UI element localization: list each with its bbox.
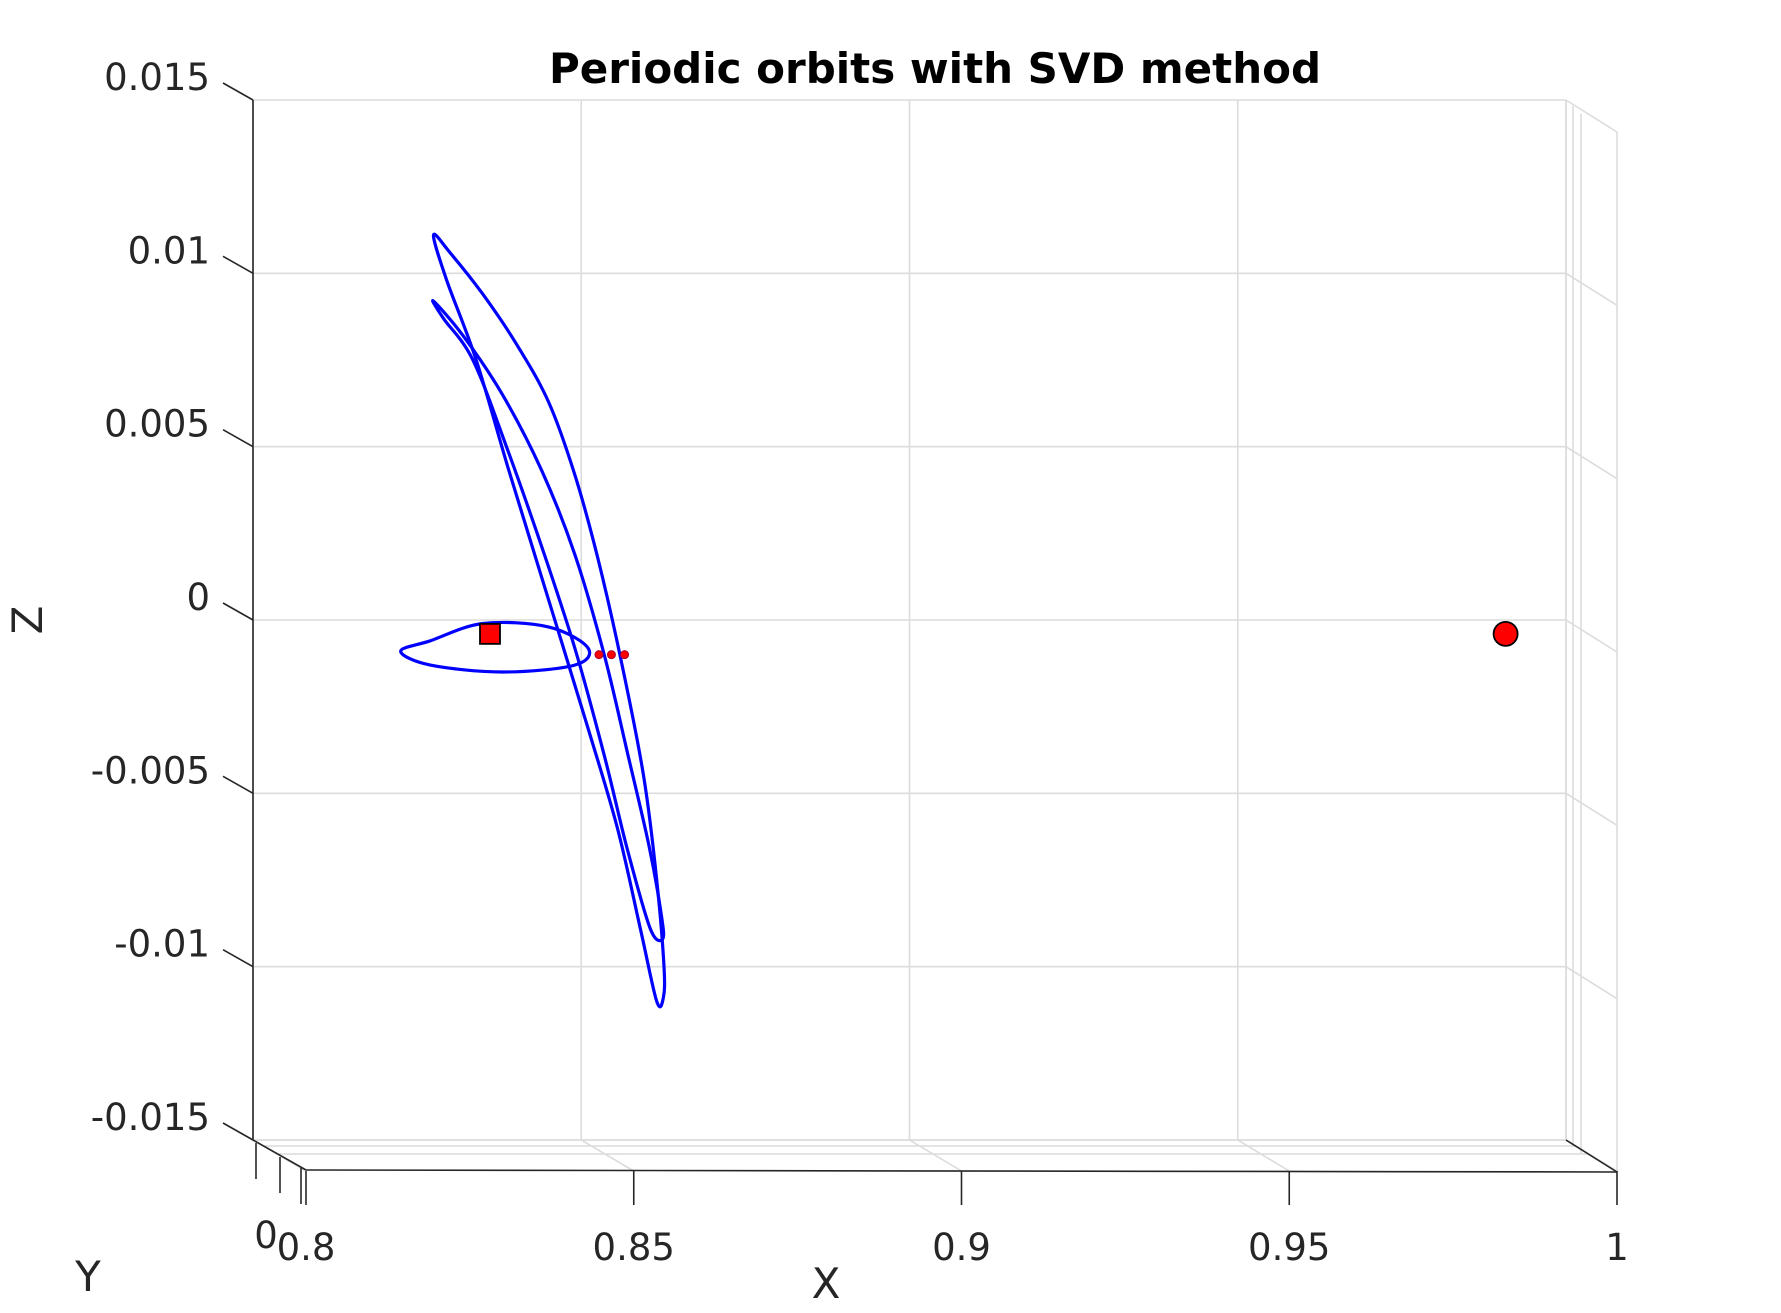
z-tick [222,428,254,448]
chart-title: Periodic orbits with SVD method [549,44,1321,93]
side-grid-line [1565,99,1618,133]
x-tick-label: 0.95 [1248,1226,1330,1269]
x-axis-label: X [812,1259,841,1308]
z-tick [222,82,254,101]
orbit-line-1 [399,620,592,674]
z-tick-label: -0.015 [91,1096,210,1139]
y-axis-right-line [1565,1139,1618,1173]
z-tick-label: -0.01 [114,923,210,966]
circle-marker [1492,620,1519,647]
z-tick-label: 0 [186,576,210,619]
z-tick-label: 0.005 [104,403,210,446]
z-tick-label: 0.01 [128,229,210,272]
y-axis-line [252,1139,307,1171]
y-axis-label: Y [74,1252,101,1301]
z-tick [222,948,254,968]
x-tick-label: 0.85 [593,1226,675,1269]
z-tick-label: 0.015 [104,56,210,99]
z-tick [222,255,254,275]
tick-marks [222,82,1618,1205]
z-axis-label: Z [3,606,52,635]
z-tick-label: -0.005 [91,749,210,792]
side-grid-line [1565,445,1618,480]
dot-marker [620,650,630,660]
side-grid-line [1565,965,1618,1000]
floor-grid-line [909,1139,962,1172]
side-grid-line [1565,792,1618,827]
right-side-grid [1565,99,1618,1173]
side-grid-line [1565,619,1618,653]
side-grid-line [1565,272,1618,307]
tick-labels: 0.015 0.01 0.005 0 -0.005 -0.01 -0.015 0.8 0.85 0… [91,56,1629,1269]
floor-grid-line [1237,1139,1290,1172]
dot-marker [594,650,604,660]
y-tick-label: 0 [254,1214,278,1257]
z-tick [222,1122,254,1141]
z-tick [222,775,254,795]
orbit-line-3 [431,299,666,943]
floor-grid-line [580,1139,635,1172]
floor-grid [252,1139,1618,1172]
orbit-series [399,232,667,1009]
x-tick-label: 1 [1605,1226,1629,1269]
square-marker [479,622,501,645]
orbit-line-2 [431,232,667,1009]
dot-marker [606,650,616,660]
markers [479,620,1519,660]
x-tick-label: 0.8 [277,1226,336,1269]
x-tick-label: 0.9 [932,1226,991,1269]
z-tick [222,602,254,621]
